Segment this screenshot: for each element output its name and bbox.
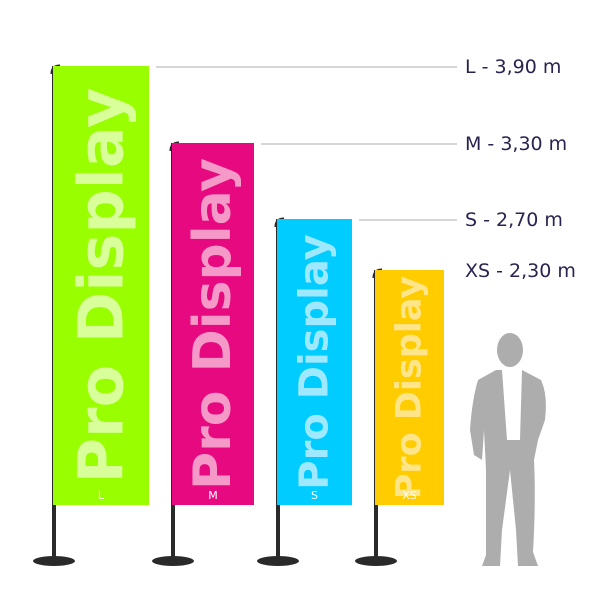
person-silhouette-icon — [470, 333, 546, 566]
flag-size-label: M — [208, 489, 218, 502]
flag-m — [172, 143, 254, 505]
flag-brand-text: Pro Display — [292, 234, 338, 489]
flag-base — [257, 556, 299, 566]
flag-size-label: L — [98, 489, 105, 502]
flag-brand-text: Pro Display — [390, 276, 430, 500]
flag-s — [277, 219, 352, 505]
flag-brand-text: Pro Display — [183, 158, 243, 490]
flag-size-label: S — [311, 489, 318, 502]
height-label: L - 3,90 m — [465, 56, 561, 78]
height-label: M - 3,30 m — [465, 133, 567, 155]
flag-brand-text: Pro Display — [65, 88, 138, 484]
height-label: S - 2,70 m — [465, 209, 563, 231]
flag-base — [33, 556, 75, 566]
height-label: XS - 2,30 m — [465, 260, 576, 282]
flag-l — [53, 66, 149, 505]
flag-base — [152, 556, 194, 566]
flag-xs — [375, 270, 444, 505]
flag-base — [355, 556, 397, 566]
flag-size-label: XS — [402, 489, 417, 502]
